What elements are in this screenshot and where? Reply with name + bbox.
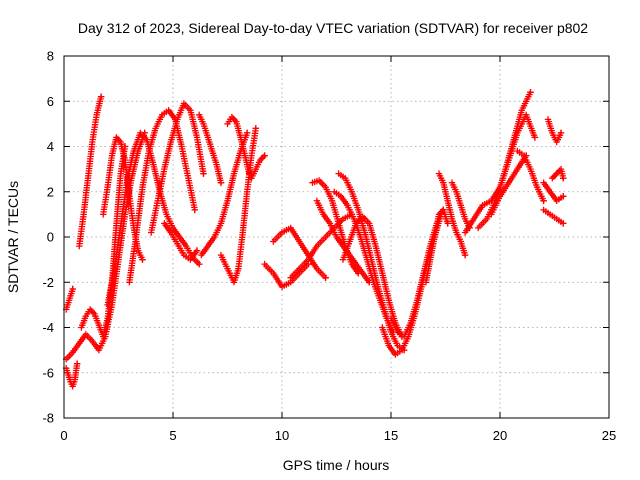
axis-ticks: 0 5 10 15 20 25 -8 -6 -4 -2 0 2 4 6 8: [42, 49, 616, 444]
series-arc-11: [198, 129, 251, 259]
y-tick-label: 6: [47, 94, 54, 109]
series-arc-2: [63, 285, 76, 313]
data-point: [191, 206, 198, 214]
series-arc-23: [339, 213, 406, 340]
grid-lines: [64, 56, 609, 418]
chart-title: Day 312 of 2023, Sidereal Day-to-day VTE…: [78, 20, 588, 36]
series-arc-7: [104, 129, 203, 309]
x-tick-label: 5: [169, 428, 176, 443]
plot-frame: [63, 55, 610, 419]
data-point: [230, 115, 237, 122]
series-arc-8: [126, 107, 198, 286]
data-point: [322, 274, 329, 281]
data-point: [560, 220, 567, 227]
series-arc-36: [549, 165, 567, 182]
data-point: [193, 247, 201, 254]
series-arc-28: [448, 179, 473, 232]
data-point: [73, 360, 81, 367]
data-point: [531, 134, 539, 141]
data-point: [560, 193, 567, 200]
data-point: [549, 175, 556, 182]
series-arc-33: [540, 206, 567, 227]
y-tick-label: 8: [47, 49, 54, 64]
x-tick-label: 0: [60, 428, 67, 443]
x-tick-label: 25: [602, 428, 616, 443]
data-point: [550, 173, 557, 180]
series-arc-14: [224, 113, 253, 177]
y-tick-label: -6: [42, 365, 54, 380]
y-tick-label: 4: [47, 139, 54, 154]
x-tick-label: 15: [384, 428, 398, 443]
y-tick-label: -2: [42, 275, 54, 290]
series-arc-10: [161, 220, 201, 263]
series-arc-13: [217, 125, 259, 286]
data-point: [200, 170, 207, 177]
series-arc-26: [422, 206, 451, 286]
y-axis-label: SDTVAR / TECUs: [5, 181, 21, 293]
series-arc-19: [309, 177, 362, 277]
data-point: [557, 129, 565, 137]
data-point: [139, 256, 146, 263]
data-point: [540, 197, 547, 204]
data-point: [252, 125, 259, 132]
series-arc-32: [514, 147, 547, 204]
data-points: [63, 89, 567, 390]
data-point: [444, 220, 451, 227]
data-point: [88, 307, 95, 315]
x-tick-label: 10: [275, 428, 289, 443]
data-point: [243, 129, 251, 137]
data-point: [261, 152, 268, 159]
data-point: [259, 153, 267, 161]
data-point: [196, 260, 203, 268]
data-point: [560, 175, 567, 182]
y-tick-label: -8: [42, 411, 54, 426]
series-arc-3: [63, 360, 81, 390]
series-arc-1: [76, 93, 105, 250]
series-arc-27: [435, 170, 469, 259]
data-point: [461, 251, 469, 259]
data-point: [217, 179, 225, 186]
y-tick-label: -4: [42, 320, 54, 335]
data-point: [97, 93, 105, 100]
series-arc-34: [540, 179, 567, 204]
data-point: [527, 89, 534, 96]
series-arc-35: [544, 116, 565, 146]
series-arc-31: [488, 152, 530, 218]
y-tick-label: 2: [47, 184, 54, 199]
data-point: [69, 285, 76, 293]
series-arc-9: [148, 100, 207, 236]
series-arc-15: [248, 152, 268, 182]
x-axis-label: GPS time / hours: [283, 457, 390, 473]
y-tick-label: 0: [47, 230, 54, 245]
x-tick-label: 20: [493, 428, 507, 443]
series-arc-12: [196, 111, 225, 186]
